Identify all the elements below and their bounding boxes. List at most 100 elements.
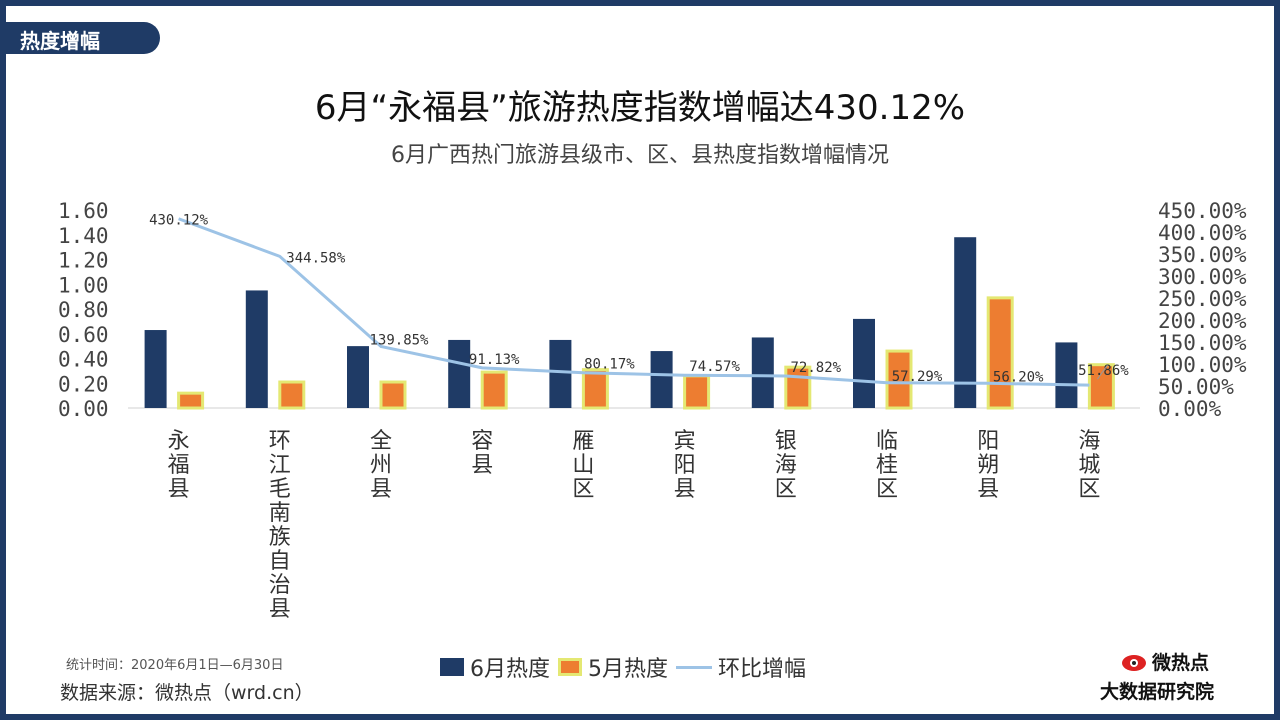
series-line-growth: [178, 217, 1090, 387]
y-left-tick-label: 0.80: [58, 298, 109, 322]
y-left-tick-label: 0.00: [58, 397, 109, 421]
data-label-growth: 430.12%: [149, 213, 209, 229]
x-tick-label-char: 宾: [674, 429, 696, 454]
data-label-growth: 57.29%: [892, 369, 943, 385]
bar-may: [784, 365, 812, 410]
legend-item-june: 6月热度: [440, 651, 550, 683]
data-label-growth: 80.17%: [584, 357, 635, 373]
x-tick-label-char: 福: [168, 453, 190, 478]
data-label-growth: 344.58%: [286, 250, 346, 266]
x-tick-label-char: 区: [775, 477, 797, 502]
bar-june: [954, 237, 977, 408]
x-tick-label-char: 临: [876, 429, 898, 454]
legend-swatch-growth: [676, 665, 712, 669]
bar-june: [347, 346, 369, 408]
bar-june: [448, 339, 471, 408]
y-left-tick-label: 0.60: [58, 323, 109, 347]
x-tick-label-char: 城: [1078, 453, 1100, 478]
bar-june: [650, 351, 673, 408]
brand-name: 微热点: [1152, 652, 1210, 674]
bar-june: [853, 318, 875, 408]
x-tick-label-char: 雁: [572, 429, 594, 454]
x-tick-label-char: 县: [168, 477, 190, 502]
data-label-growth: 56.20%: [993, 369, 1044, 385]
bar-june: [751, 337, 774, 408]
bar-may: [683, 374, 711, 410]
chart-title: 6月“永福县”旅游热度指数增幅达430.12%: [314, 88, 966, 128]
y-right-tick-label: 300.00%: [1158, 265, 1247, 289]
chart-subtitle: 6月广西热门旅游县级市、区、县热度指数增幅情况: [391, 143, 889, 168]
chart-legend: 6月热度 5月热度 环比增幅: [440, 652, 814, 682]
x-tick-label-char: 阳: [674, 453, 696, 478]
brand-institute: 大数据研究院: [1100, 681, 1215, 703]
y-left-tick-label: 1.00: [58, 273, 109, 297]
bar-june: [144, 330, 167, 408]
data-label-growth: 91.13%: [469, 352, 520, 368]
x-tick-label-char: 海: [775, 453, 797, 478]
x-tick-label-char: 区: [1078, 477, 1100, 502]
x-tick-label-char: 江: [269, 453, 291, 478]
y-right-tick-label: 250.00%: [1158, 287, 1247, 311]
x-tick-label-char: 区: [572, 477, 594, 502]
x-tick-label-char: 环: [269, 429, 291, 454]
x-tick-label-char: 南: [269, 501, 291, 526]
eye-logo-icon: [1122, 654, 1146, 671]
x-tick-label-char: 族: [269, 525, 291, 550]
y-left-tick-label: 0.40: [58, 348, 109, 372]
x-tick-label-char: 永: [168, 429, 190, 454]
x-tick-label-char: 朔: [977, 453, 999, 478]
x-tick-label-char: 区: [876, 477, 898, 502]
data-source-note: 数据来源：微热点（wrd.cn）: [60, 682, 314, 704]
x-tick-label-char: 银: [775, 429, 797, 454]
y-right-tick-label: 50.00%: [1158, 375, 1234, 399]
y-left-tick-label: 1.20: [58, 249, 109, 273]
brand-logo: 微热点: [1120, 648, 1209, 675]
legend-swatch-may: [558, 658, 582, 676]
y-right-tick-label: 0.00%: [1158, 397, 1222, 421]
x-tick-label-char: 全: [370, 429, 392, 454]
x-tick-label-char: 县: [471, 453, 493, 478]
legend-label-growth: 环比增幅: [718, 657, 807, 682]
bar-june: [245, 290, 268, 408]
section-badge-label: 热度增幅: [20, 29, 100, 53]
legend-swatch-june: [440, 658, 464, 676]
bar-june: [549, 339, 572, 408]
data-label-leader: [1096, 364, 1108, 380]
y-right-tick-label: 100.00%: [1158, 353, 1247, 377]
bar-may: [986, 296, 1014, 410]
bar-may: [581, 368, 609, 410]
x-tick-label-char: 县: [977, 477, 999, 502]
x-tick-label-char: 海: [1078, 429, 1100, 454]
x-tick-label-char: 山: [572, 453, 594, 478]
data-label-growth: 72.82%: [791, 360, 842, 376]
y-left-tick-label: 1.60: [58, 199, 109, 223]
y-right-tick-label: 400.00%: [1158, 221, 1247, 245]
bar-june: [1055, 342, 1078, 408]
y-right-tick-label: 350.00%: [1158, 243, 1247, 267]
x-tick-label-char: 毛: [269, 477, 291, 502]
x-tick-label-char: 桂: [876, 453, 898, 478]
y-left-tick-label: 1.40: [58, 224, 109, 248]
x-tick-label-char: 容: [471, 429, 493, 454]
data-label-growth: 139.85%: [369, 332, 429, 348]
bar-may: [885, 349, 913, 410]
data-label-growth: 74.57%: [689, 359, 740, 375]
y-right-tick-label: 150.00%: [1158, 331, 1247, 355]
stat-period-note: 统计时间：2020年6月1日—6月30日: [66, 658, 284, 673]
y-left-tick-label: 0.20: [58, 372, 109, 396]
bar-may: [278, 380, 306, 410]
x-tick-label-char: 州: [370, 453, 392, 478]
y-right-tick-label: 200.00%: [1158, 309, 1247, 333]
section-badge: 热度增幅: [6, 22, 160, 54]
legend-label-may: 5月热度: [588, 657, 668, 682]
legend-label-june: 6月热度: [470, 657, 550, 682]
x-tick-label-char: 阳: [977, 429, 999, 454]
x-tick-label-char: 县: [269, 597, 291, 622]
x-tick-label-char: 治: [269, 573, 291, 598]
x-tick-label-char: 县: [370, 477, 392, 502]
legend-item-growth: 环比增幅: [676, 651, 806, 683]
bar-may: [177, 391, 205, 410]
x-tick-label-char: 自: [269, 549, 291, 574]
bar-may: [1087, 363, 1115, 410]
